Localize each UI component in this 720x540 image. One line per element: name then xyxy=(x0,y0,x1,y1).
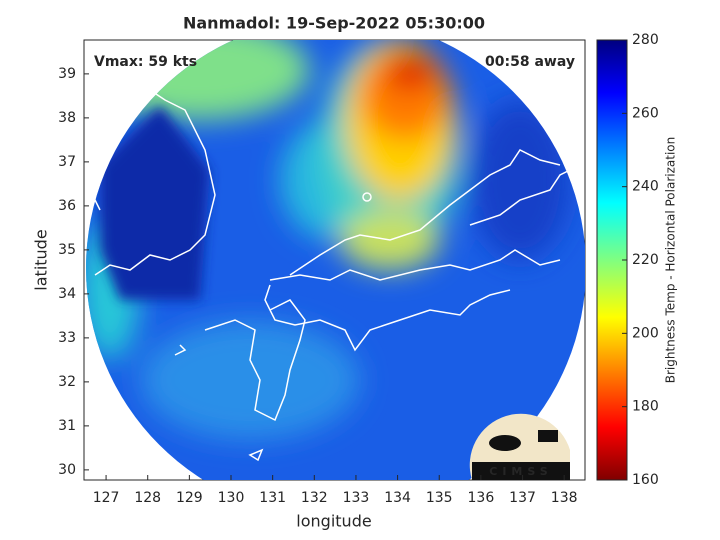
y-tick-label: 38 xyxy=(58,110,76,126)
x-tick-label: 135 xyxy=(426,490,453,506)
x-tick-label: 131 xyxy=(259,490,286,506)
y-tick-label: 34 xyxy=(58,286,76,302)
colorbar-tick-label: 180 xyxy=(632,399,659,415)
colorbar-tick-label: 160 xyxy=(632,472,659,488)
away-label: 00:58 away xyxy=(485,54,575,70)
y-tick-label: 37 xyxy=(58,154,76,170)
colorbar-tick-label: 260 xyxy=(632,105,659,121)
colorbar-label: Brightness Temp - Horizontal Polarizatio… xyxy=(664,137,678,384)
x-tick-label: 129 xyxy=(176,490,203,506)
x-tick-label: 128 xyxy=(134,490,161,506)
y-tick-label: 31 xyxy=(58,418,76,434)
y-tick-label: 30 xyxy=(58,462,76,478)
x-tick-label: 134 xyxy=(384,490,411,506)
coastlines xyxy=(85,89,581,462)
y-tick-label: 33 xyxy=(58,330,76,346)
x-tick-label: 127 xyxy=(93,490,120,506)
y-axis-label: latitude xyxy=(32,229,51,290)
x-tick-label: 130 xyxy=(218,490,245,506)
colorbar-tick-label: 220 xyxy=(632,252,659,268)
vmax-label: Vmax: 59 kts xyxy=(94,54,197,70)
colorbar-tick-label: 280 xyxy=(632,32,659,48)
x-tick-label: 138 xyxy=(551,490,578,506)
colorbar-tick-label: 240 xyxy=(632,179,659,195)
cimss-logo: CIMSS xyxy=(469,413,570,480)
x-axis-label: longitude xyxy=(296,512,371,531)
title: Nanmadol: 19-Sep-2022 05:30:00 xyxy=(183,14,485,33)
x-tick-label: 136 xyxy=(468,490,495,506)
satellite-image xyxy=(86,40,585,480)
logo-text: CIMSS xyxy=(489,465,552,478)
colorbar-tick-label: 200 xyxy=(632,325,659,341)
y-tick-label: 36 xyxy=(58,198,76,214)
y-tick-label: 32 xyxy=(58,374,76,390)
x-tick-label: 137 xyxy=(509,490,536,506)
y-tick-label: 39 xyxy=(58,66,76,82)
y-tick-label: 35 xyxy=(58,242,76,258)
x-tick-label: 133 xyxy=(343,490,370,506)
x-tick-label: 132 xyxy=(301,490,328,506)
